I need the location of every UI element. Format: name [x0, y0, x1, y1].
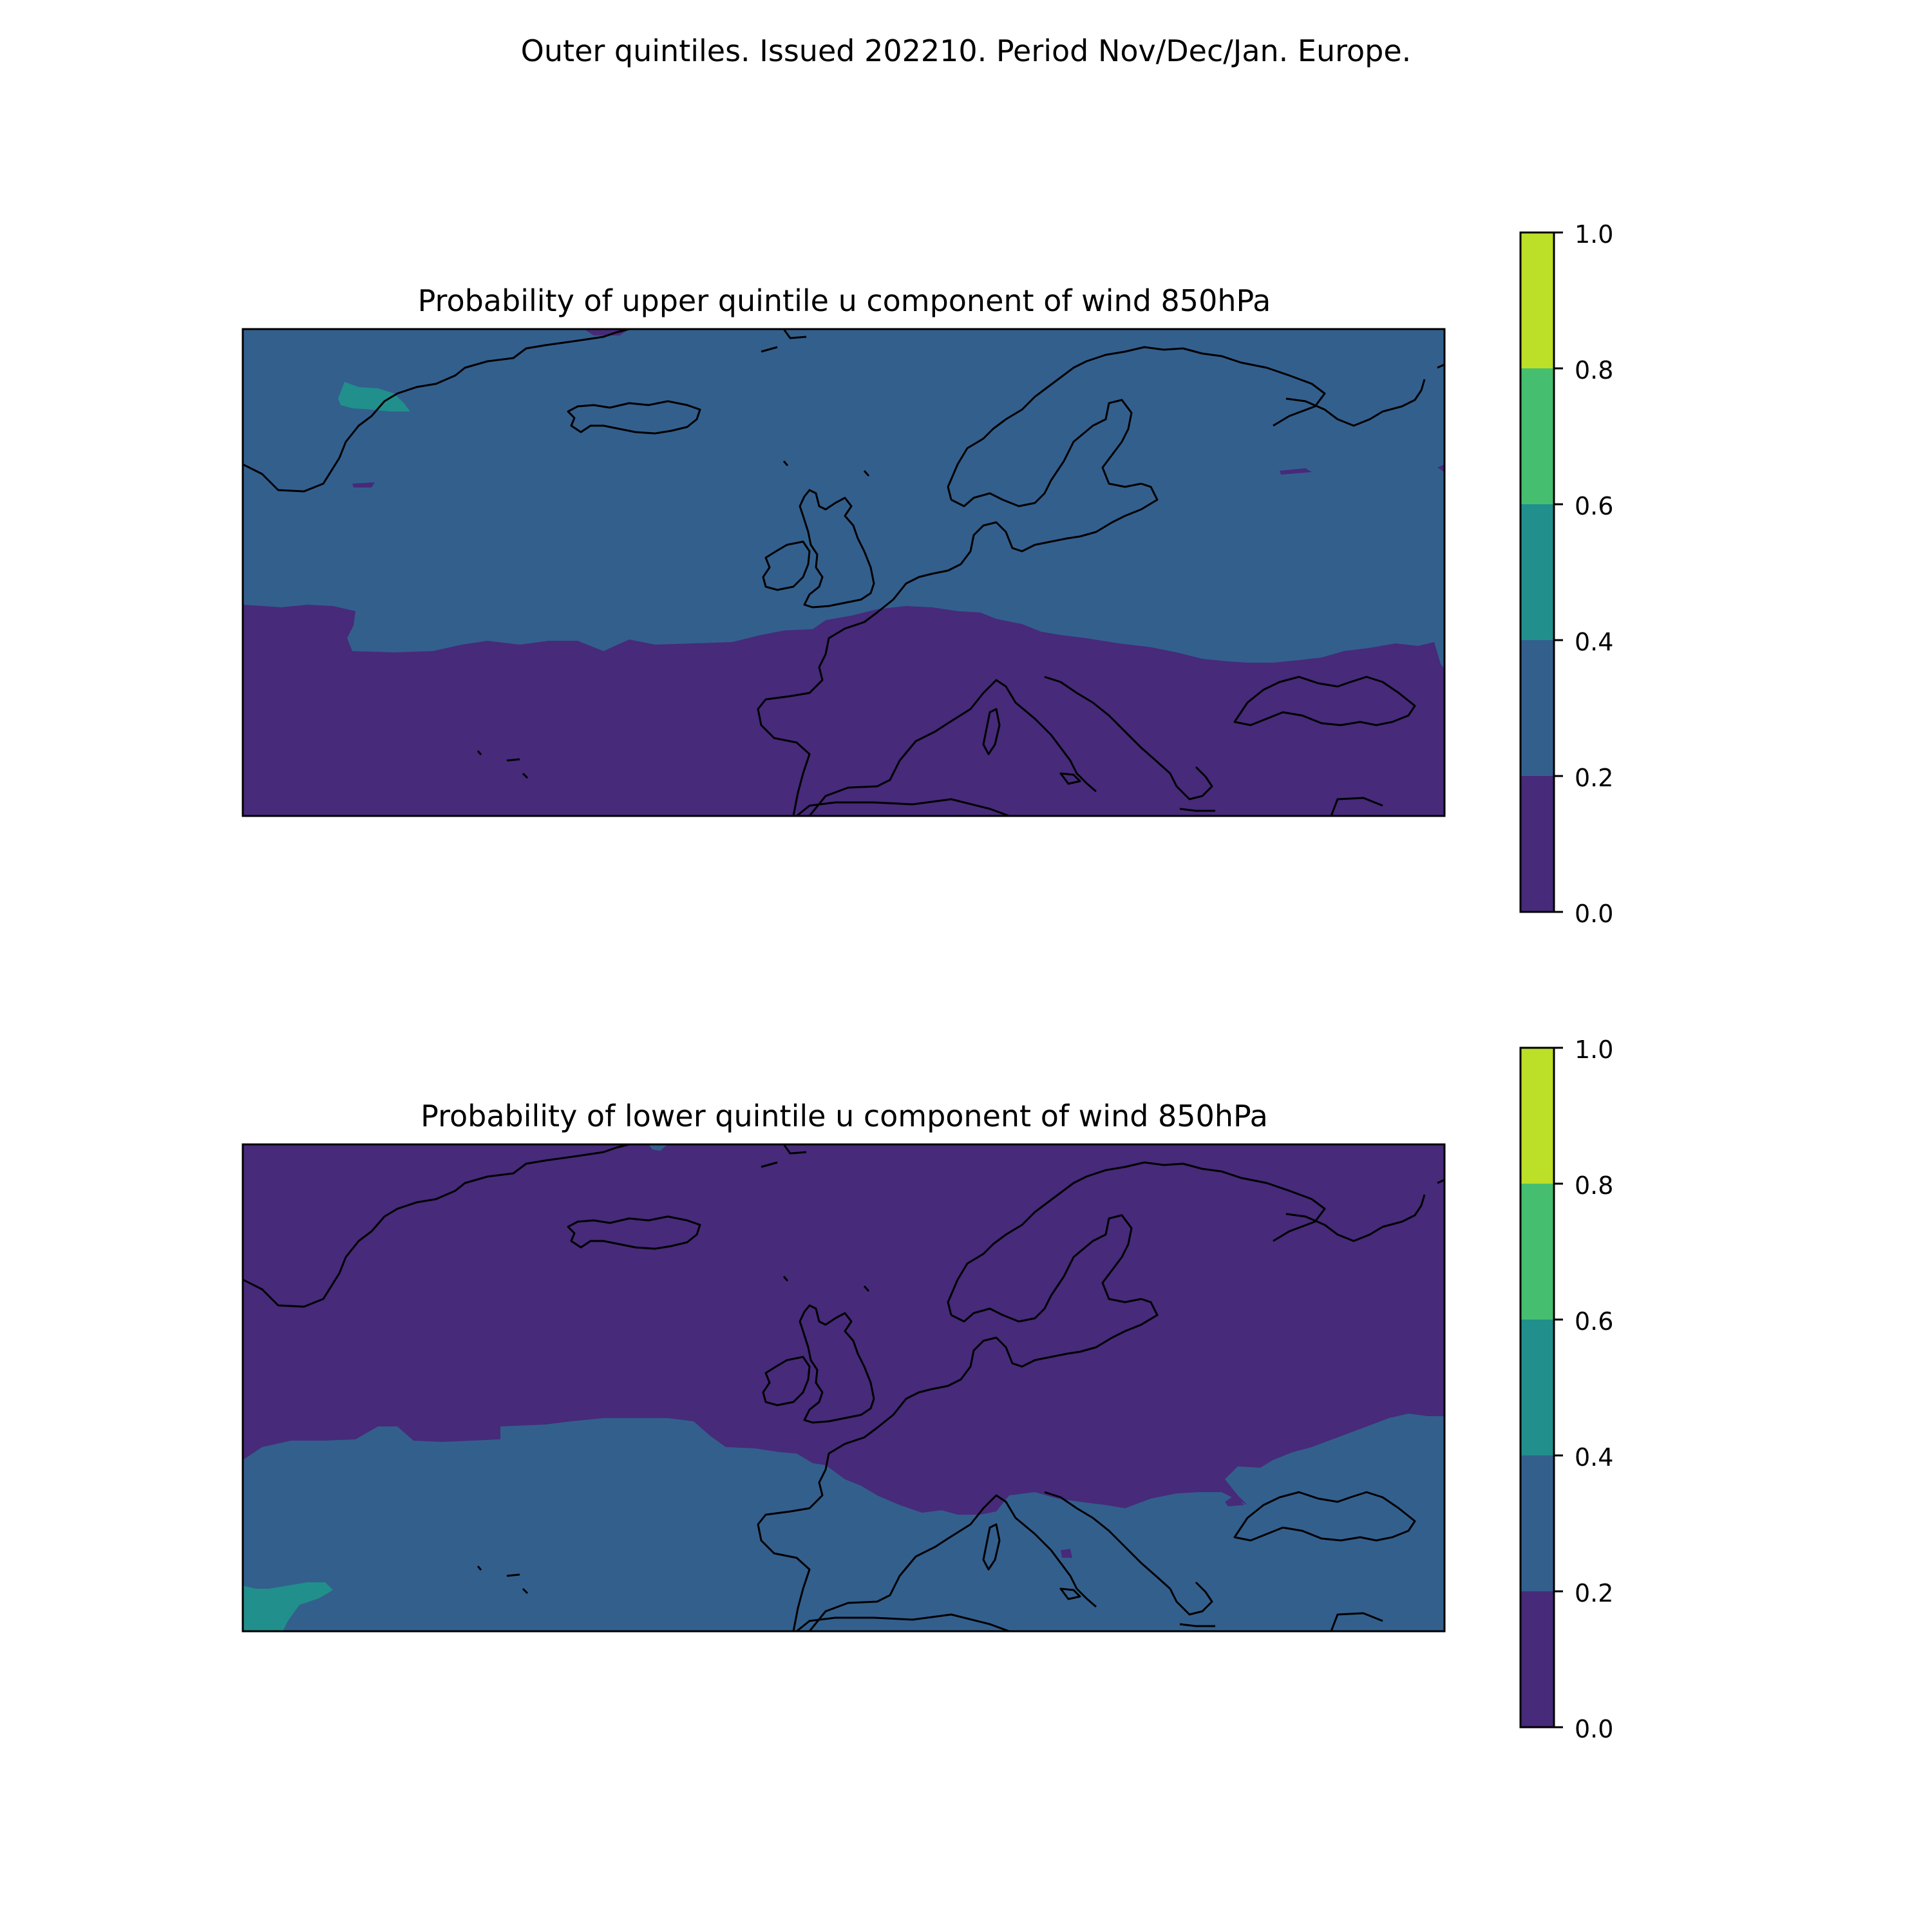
figure-suptitle: Outer quintiles. Issued 202210. Period N…	[521, 33, 1412, 68]
colorbar-upper-tick-0: 0.0	[1575, 900, 1613, 928]
speck-upper-c	[584, 329, 629, 336]
colorbar-upper-frame	[1519, 231, 1555, 913]
speck-lower-c	[649, 1144, 668, 1151]
colorbar-upper-tick-4: 0.8	[1575, 356, 1613, 384]
colorbar-upper-bin-4	[1520, 232, 1554, 368]
colorbar-upper-tick-1: 0.2	[1575, 764, 1613, 792]
colorbar-upper-tick-2: 0.4	[1575, 628, 1613, 656]
map-frame-upper	[242, 328, 1446, 817]
panel-title-lower: Probability of lower quintile u componen…	[421, 1099, 1268, 1133]
region-lower-0.2-0.4	[243, 1414, 1444, 1631]
colorbar-upper-bin-0	[1520, 776, 1554, 912]
map-upper-quintile	[243, 329, 1444, 816]
colorbar-upper-bin-3	[1520, 368, 1554, 504]
map-lower-quintile	[243, 1144, 1444, 1631]
region-upper-0.4-0.6	[338, 382, 410, 412]
colorbar-upper-bin-2	[1520, 504, 1554, 640]
region-upper-0.0-0.2	[243, 605, 1444, 816]
panel-lower-quintile: Probability of lower quintile u componen…	[242, 1036, 1613, 1743]
colorbar-lower-tick-1: 0.2	[1575, 1579, 1613, 1607]
colorbar-lower-tick-5: 1.0	[1575, 1036, 1613, 1064]
colorbar-lower-ticks	[1554, 1046, 1563, 1728]
colorbar-upper-bin-1	[1520, 640, 1554, 776]
colorbar-upper-tick-3: 0.6	[1575, 492, 1613, 520]
colorbar-lower-bin-0	[1520, 1591, 1554, 1727]
region-lower-0.4-0.6	[243, 1582, 333, 1631]
colorbar-lower-tick-4: 0.8	[1575, 1171, 1613, 1200]
colorbar-upper: 0.0 0.2 0.4 0.6 0.8 1.0	[1519, 220, 1613, 928]
colorbar-lower-tick-3: 0.6	[1575, 1307, 1613, 1336]
colorbar-lower-tick-0: 0.0	[1575, 1715, 1613, 1743]
colorbar-lower-bin-4	[1520, 1048, 1554, 1184]
panel-title-upper: Probability of upper quintile u componen…	[418, 283, 1271, 318]
speck-upper-d	[1437, 464, 1444, 472]
panel-upper-quintile: Probability of upper quintile u componen…	[242, 220, 1613, 928]
speck-lower-b	[1061, 1549, 1072, 1558]
colorbar-lower-bin-3	[1520, 1184, 1554, 1320]
speck-lower-a	[1225, 1495, 1244, 1506]
map-frame-lower	[242, 1143, 1446, 1633]
speck-upper-a	[352, 482, 375, 488]
colorbar-lower: 0.0 0.2 0.4 0.6 0.8 1.0	[1519, 1036, 1613, 1743]
colorbar-lower-tick-2: 0.4	[1575, 1443, 1613, 1472]
colorbar-lower-bin-1	[1520, 1455, 1554, 1591]
colorbar-upper-tick-5: 1.0	[1575, 220, 1613, 249]
colorbar-lower-frame	[1519, 1046, 1555, 1728]
colorbar-upper-ticks	[1554, 231, 1563, 913]
speck-upper-b	[1280, 468, 1312, 475]
colorbar-lower-bin-2	[1520, 1320, 1554, 1455]
